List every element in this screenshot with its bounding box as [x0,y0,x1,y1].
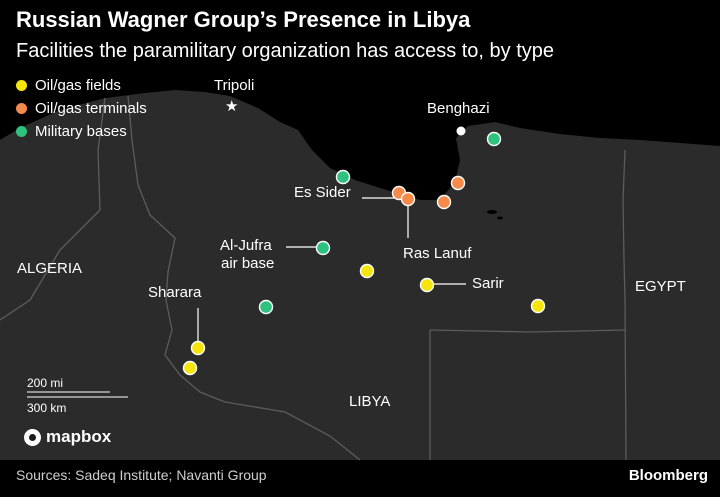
country-label-egypt: EGYPT [635,278,686,295]
oil-gas-field-marker [182,360,198,376]
legend-label: Oil/gas fields [35,77,121,94]
chart-subtitle: Facilities the paramilitary organization… [16,40,555,62]
military-base-marker [315,240,331,256]
oil-gas-field-marker [419,277,435,293]
benghazi-marker [456,126,466,136]
oil-gas-terminal-marker [436,194,452,210]
leader-lines [197,197,466,344]
oil-gas-terminal-marker [400,191,416,207]
legend: Oil/gas fields Oil/gas terminals Militar… [16,74,147,143]
country-borders [0,95,627,461]
legend-swatch-green [16,126,27,137]
site-label-al-jufra: Al-Jufra [220,237,272,254]
legend-label: Oil/gas terminals [35,100,147,117]
site-label-ras-lanuf: Ras Lanuf [403,245,472,262]
scale-bar: 200 mi 300 km [27,376,128,415]
source-note: Sources: Sadeq Institute; Navanti Group [16,467,267,483]
scale-miles-label: 200 mi [27,376,63,390]
military-base-marker [486,131,502,147]
site-label-es-sider: Es Sider [294,184,351,201]
site-label-air-base: air base [221,255,274,272]
legend-swatch-yellow [16,80,27,91]
oil-gas-field-marker [359,263,375,279]
mapbox-logo-icon [24,428,41,446]
oil-gas-terminal-marker [450,175,466,191]
mapbox-label: mapbox [46,427,112,446]
oil-gas-field-marker [190,340,206,356]
military-base-marker [258,299,274,315]
brand-logo: Bloomberg [628,467,708,484]
chart-title: Russian Wagner Group’s Presence in Libya [16,7,471,32]
tripoli-star-icon: ★ [225,97,238,115]
oil-gas-field-marker [530,298,546,314]
sites [182,131,546,376]
legend-swatch-orange [16,103,27,114]
legend-item-military-bases: Military bases [16,120,147,143]
site-label-sarir: Sarir [472,275,504,292]
legend-label: Military bases [35,123,127,140]
coast-details [487,210,503,220]
country-label-libya: LIBYA [349,393,390,410]
scale-km-label: 300 km [27,401,66,415]
city-label-tripoli: Tripoli [214,77,254,94]
site-label-sharara: Sharara [148,284,202,301]
military-base-marker [335,169,351,185]
mapbox-attribution[interactable]: mapbox [24,427,111,447]
country-label-algeria: ALGERIA [17,260,82,277]
legend-item-oil-gas-fields: Oil/gas fields [16,74,147,97]
legend-item-oil-gas-terminals: Oil/gas terminals [16,97,147,120]
land-mass [0,90,720,460]
city-label-benghazi: Benghazi [427,100,490,117]
